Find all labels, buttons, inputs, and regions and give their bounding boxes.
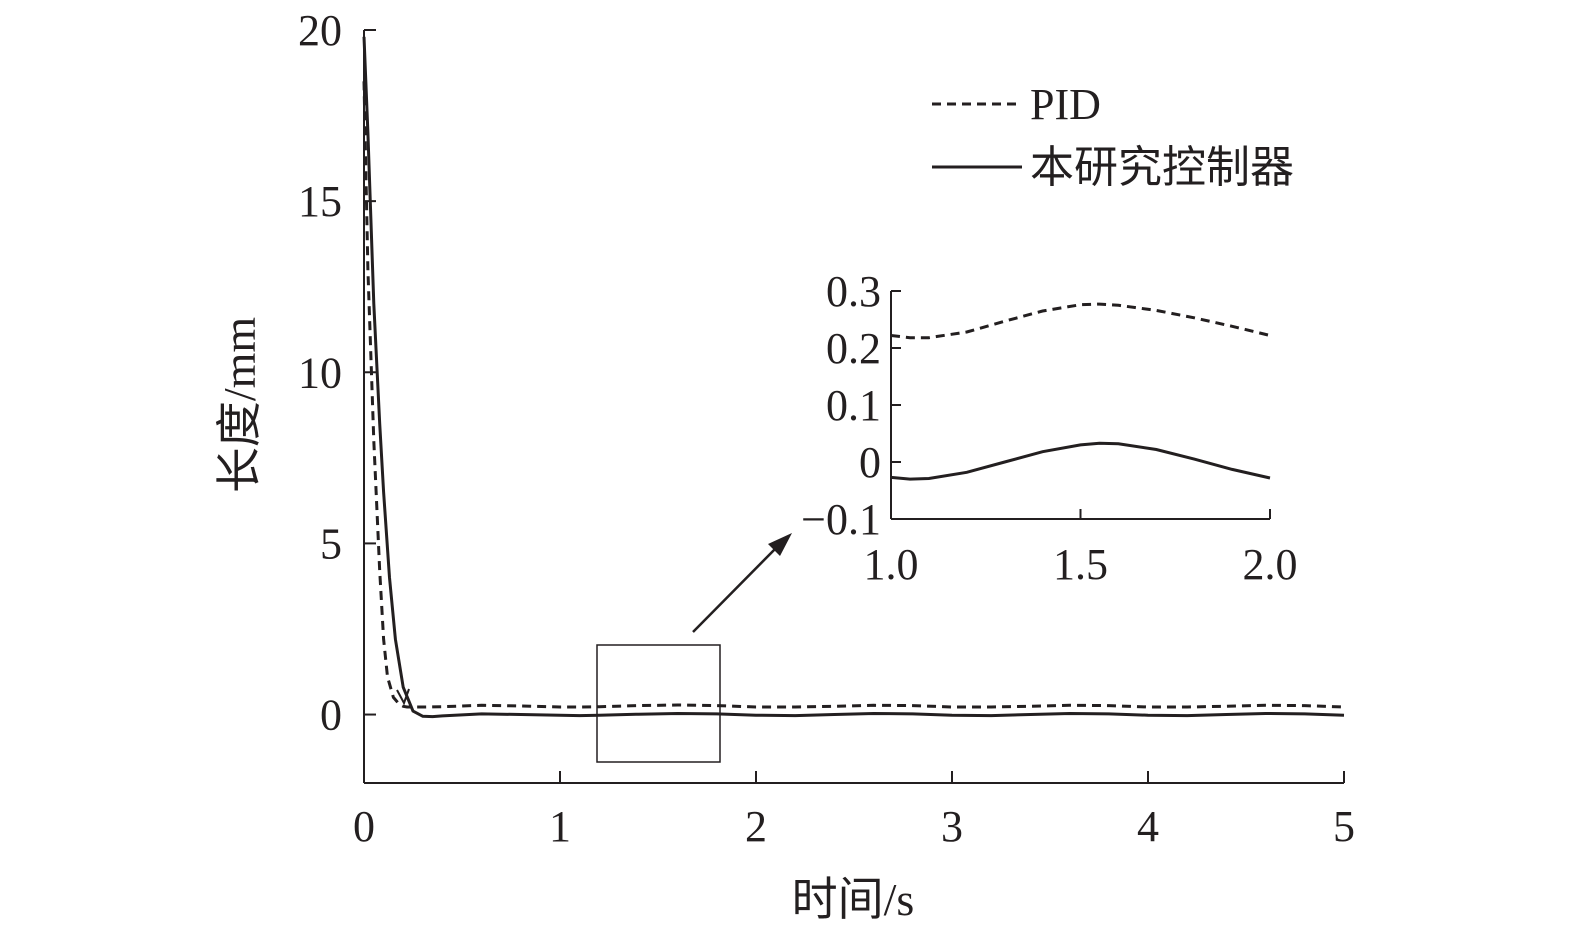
main-axes: 0 1 2 3 4 5 0 5 10 15 20 (298, 6, 1355, 851)
legend-label-pid: PID (1030, 80, 1101, 129)
x-tick-label: 5 (1333, 802, 1355, 851)
x-axis-title: 时间/s (792, 874, 915, 925)
inset-axes: 1.0 1.5 2.0 −0.1 0 0.1 0.2 0.3 (801, 267, 1297, 589)
zoom-arrow-line (692, 544, 780, 633)
inset-x-tick-label: 1.5 (1053, 540, 1108, 589)
inset-y-tick-label: 0.2 (826, 324, 881, 373)
y-tick-label: 5 (320, 519, 342, 568)
x-tick-label: 1 (549, 802, 571, 851)
y-tick-label: 15 (298, 177, 342, 226)
y-tick-label: 10 (298, 348, 342, 397)
x-tick-label: 2 (745, 802, 767, 851)
inset-plot-area (890, 302, 1271, 481)
inset-series-line-proposed (890, 441, 1271, 481)
x-tick-label: 3 (941, 802, 963, 851)
x-tick-label: 4 (1137, 802, 1159, 851)
zoom-annotation (596, 533, 792, 763)
inset-y-tick-label: 0 (859, 438, 881, 487)
y-axis-title: 长度/mm (214, 317, 265, 494)
legend: PID 本研究控制器 (932, 80, 1294, 192)
x-tick-label: 0 (353, 802, 375, 851)
inset-y-tick-label: 0.1 (826, 381, 881, 430)
inset-x-tick-label: 2.0 (1243, 540, 1298, 589)
zoom-region-box (596, 644, 721, 763)
curve-arrowhead (396, 688, 410, 706)
series-line-pid (362, 81, 1345, 709)
inset-x-tick-label: 1.0 (864, 540, 919, 589)
series-line-proposed (362, 36, 1345, 719)
zoom-arrowhead (768, 533, 792, 556)
y-tick-label: 20 (298, 6, 342, 55)
inset-series-line-pid (890, 302, 1271, 340)
y-tick-label: 0 (320, 691, 342, 740)
legend-label-proposed: 本研究控制器 (1030, 143, 1294, 192)
inset-y-tick-label: 0.3 (826, 267, 881, 316)
main-plot-area (362, 36, 1345, 719)
inset-y-tick-label: −0.1 (801, 495, 881, 544)
